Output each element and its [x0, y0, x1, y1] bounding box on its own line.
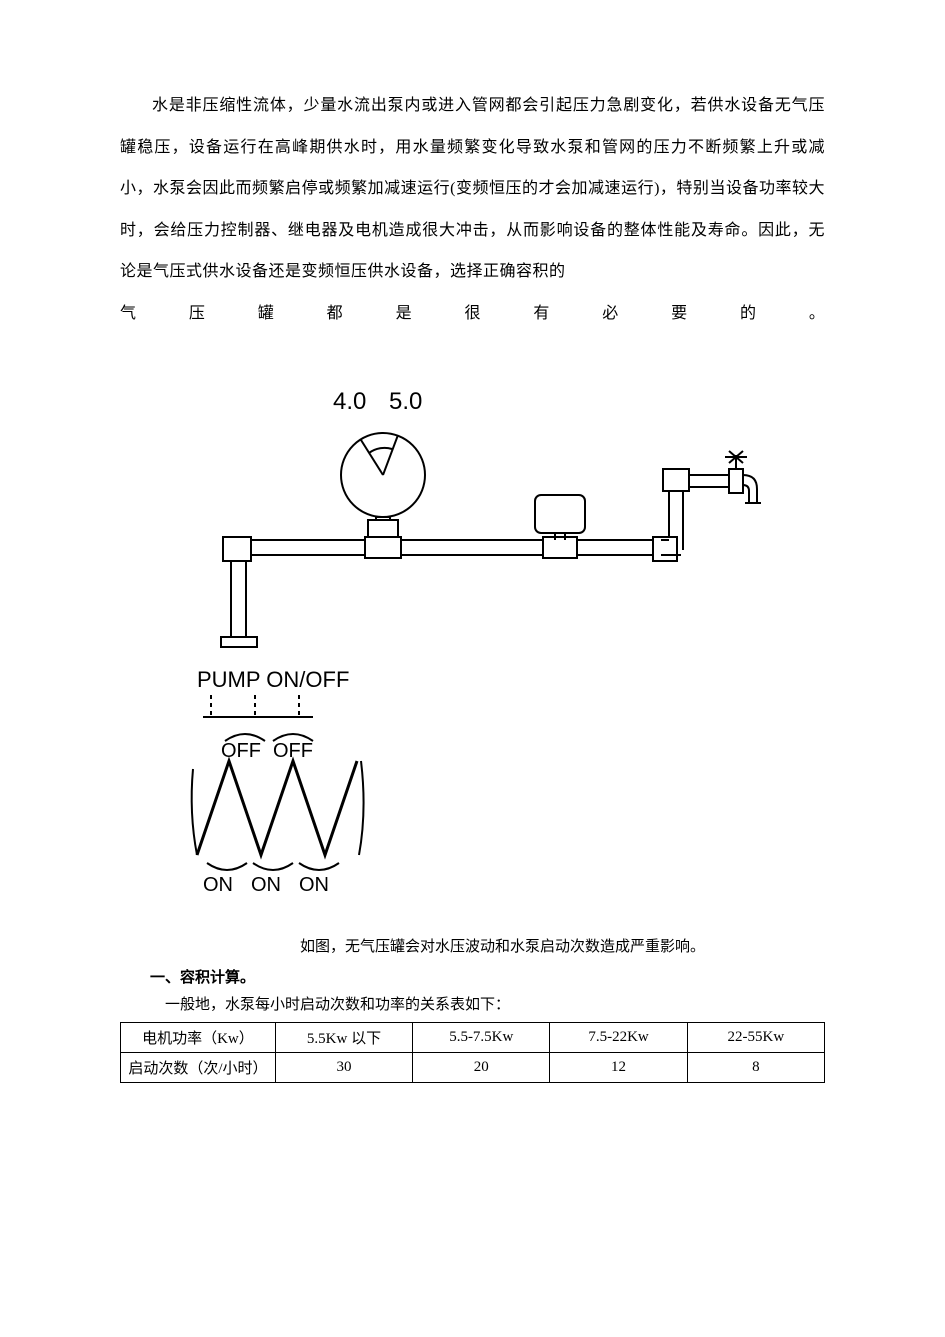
char: 是 — [396, 293, 412, 335]
char: 压 — [189, 293, 205, 335]
schematic-diagram: 4.0 5.0 PUMP ON/OFF OFF OFF ON ON ON — [120, 365, 825, 895]
gauge-label-left: 4.0 — [333, 388, 366, 415]
section-heading: 一、容积计算。 — [120, 966, 825, 987]
table-cell: 12 — [550, 1052, 687, 1082]
pump-schematic-svg: 4.0 5.0 PUMP ON/OFF OFF OFF ON ON ON — [173, 365, 773, 895]
table-cell: 启动次数（次/小时） — [121, 1052, 276, 1082]
figure-caption: 如图，无气压罐会对水压波动和水泵启动次数造成严重影响。 — [120, 935, 825, 956]
justified-last-line: 气 压 罐 都 是 很 有 必 要 的 。 — [120, 293, 825, 335]
table-cell: 8 — [687, 1052, 824, 1082]
body-paragraph: 水是非压缩性流体，少量水流出泵内或进入管网都会引起压力急剧变化，若供水设备无气压… — [120, 85, 825, 293]
on-label-1: ON — [203, 874, 233, 895]
on-label-2: ON — [251, 874, 281, 895]
table-header-cell: 7.5-22Kw — [550, 1022, 687, 1052]
table-header-cell: 电机功率（Kw） — [121, 1022, 276, 1052]
off-label-1: OFF — [221, 740, 261, 762]
char: 有 — [533, 293, 549, 335]
char: 的 — [740, 293, 756, 335]
char: 都 — [327, 293, 343, 335]
char: 必 — [602, 293, 618, 335]
table-row: 电机功率（Kw） 5.5Kw 以下 5.5-7.5Kw 7.5-22Kw 22-… — [121, 1022, 825, 1052]
table-header-cell: 22-55Kw — [687, 1022, 824, 1052]
table-cell: 20 — [413, 1052, 550, 1082]
off-label-2: OFF — [273, 740, 313, 762]
pump-onoff-label: PUMP ON/OFF — [197, 667, 349, 692]
table-cell: 30 — [275, 1052, 412, 1082]
char: 要 — [671, 293, 687, 335]
table-header-cell: 5.5Kw 以下 — [275, 1022, 412, 1052]
power-start-table: 电机功率（Kw） 5.5Kw 以下 5.5-7.5Kw 7.5-22Kw 22-… — [120, 1022, 825, 1083]
gauge-label-right: 5.0 — [389, 388, 422, 415]
table-row: 启动次数（次/小时） 30 20 12 8 — [121, 1052, 825, 1082]
char: 气 — [120, 293, 136, 335]
char: 。 — [809, 293, 825, 335]
table-intro: 一般地，水泵每小时启动次数和功率的关系表如下： — [120, 993, 825, 1014]
char: 很 — [464, 293, 480, 335]
char: 罐 — [258, 293, 274, 335]
on-label-3: ON — [299, 874, 329, 895]
table-header-cell: 5.5-7.5Kw — [413, 1022, 550, 1052]
